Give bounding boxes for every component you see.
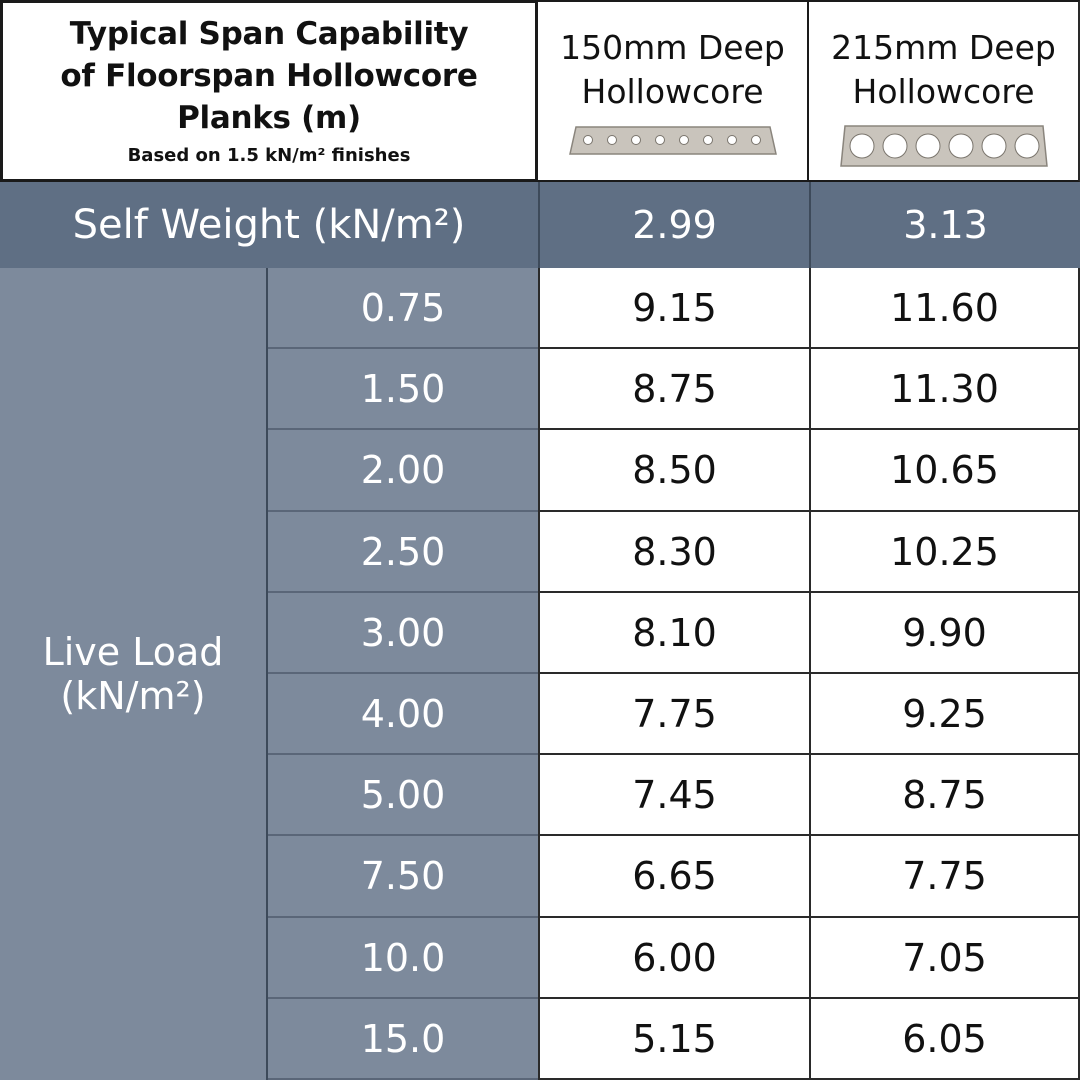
span-150mm-cell: 7.75 xyxy=(538,674,809,755)
span-150mm-cell: 8.50 xyxy=(538,430,809,512)
span-150mm-cell: 7.45 xyxy=(538,755,809,836)
live-load-value: 2.00 xyxy=(268,430,538,512)
table-title-cell: Typical Span Capability of Floorspan Hol… xyxy=(0,0,538,182)
live-load-value: 5.00 xyxy=(268,755,538,836)
live-load-value: 4.00 xyxy=(268,674,538,755)
column-header-150mm-line-1: 150mm Deep xyxy=(560,28,785,67)
span-215mm-cell: 7.75 xyxy=(809,836,1080,918)
span-215mm-cell: 9.90 xyxy=(809,593,1080,674)
live-load-value: 0.75 xyxy=(268,268,538,349)
table-subtitle: Based on 1.5 kN/m² finishes xyxy=(127,145,411,166)
table-title-line-3: Planks (m) xyxy=(177,100,361,136)
span-150mm-cell: 6.65 xyxy=(538,836,809,918)
span-215mm-cell: 11.60 xyxy=(809,268,1080,349)
live-load-value: 7.50 xyxy=(268,836,538,918)
table-title-line-2: of Floorspan Hollowcore xyxy=(60,58,478,94)
span-150mm-cell: 5.15 xyxy=(538,999,809,1080)
live-load-value: 3.00 xyxy=(268,593,538,674)
span-215mm-cell: 10.65 xyxy=(809,430,1080,512)
live-load-label: Live Load (kN/m²) xyxy=(0,268,268,1080)
column-header-150mm-line-2: Hollowcore xyxy=(581,72,764,111)
column-header-150mm: 150mm Deep Hollowcore xyxy=(538,0,809,182)
span-215mm-cell: 6.05 xyxy=(809,999,1080,1080)
live-load-value: 2.50 xyxy=(268,512,538,593)
span-215mm-cell: 7.05 xyxy=(809,918,1080,999)
span-215mm-cell: 10.25 xyxy=(809,512,1080,593)
live-load-value: 10.0 xyxy=(268,918,538,999)
span-150mm-cell: 6.00 xyxy=(538,918,809,999)
hollowcore-150mm-profile-icon xyxy=(568,126,777,155)
span-150mm-cell: 8.75 xyxy=(538,349,809,430)
live-load-label-line-1: Live Load xyxy=(42,630,224,674)
span-150mm-cell: 8.10 xyxy=(538,593,809,674)
hollowcore-215mm-profile-icon xyxy=(839,125,1048,167)
span-215mm-cell: 11.30 xyxy=(809,349,1080,430)
column-header-215mm-line-2: Hollowcore xyxy=(852,72,1035,111)
column-header-215mm: 215mm Deep Hollowcore xyxy=(809,0,1080,182)
self-weight-215mm: 3.13 xyxy=(809,182,1080,268)
span-150mm-cell: 8.30 xyxy=(538,512,809,593)
self-weight-label: Self Weight (kN/m²) xyxy=(0,182,538,268)
span-215mm-cell: 8.75 xyxy=(809,755,1080,836)
live-load-value: 1.50 xyxy=(268,349,538,430)
live-load-label-line-2: (kN/m²) xyxy=(60,674,206,718)
table-title-line-1: Typical Span Capability xyxy=(69,16,469,52)
live-load-value: 15.0 xyxy=(268,999,538,1080)
span-150mm-cell: 9.15 xyxy=(538,268,809,349)
span-215mm-cell: 9.25 xyxy=(809,674,1080,755)
self-weight-150mm: 2.99 xyxy=(538,182,809,268)
column-header-215mm-line-1: 215mm Deep xyxy=(831,28,1056,67)
